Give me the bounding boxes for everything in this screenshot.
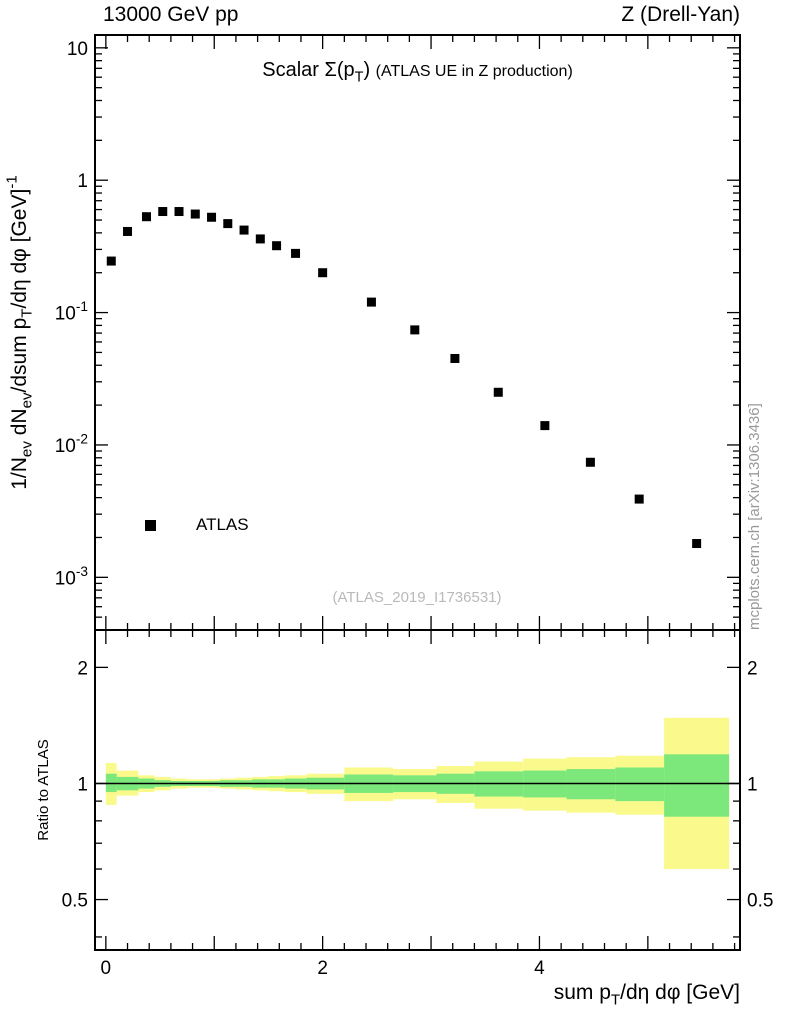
- x-tick-label: 0: [101, 958, 112, 979]
- y-tick-label: 10: [67, 39, 88, 60]
- legend: ATLAS: [145, 515, 249, 535]
- ratio-tick-label-left: 0.5: [62, 891, 88, 912]
- data-point: [106, 256, 116, 266]
- analysis-watermark: (ATLAS_2019_I1736531): [332, 589, 502, 606]
- data-point: [493, 387, 503, 397]
- data-point: [540, 421, 550, 431]
- header-beam-energy: 13000 GeV pp: [103, 3, 239, 26]
- data-series-ATLAS: [106, 207, 702, 549]
- ratio-bands: [105, 717, 730, 870]
- data-point: [190, 209, 200, 219]
- ratio-tick-label-right: 0.5: [747, 891, 773, 912]
- data-point: [174, 207, 184, 217]
- ratio-axis-label: Ratio to ATLAS: [35, 739, 52, 840]
- data-point: [272, 241, 282, 251]
- data-point: [585, 457, 595, 467]
- y-tick-label: 10-3: [55, 564, 88, 590]
- data-point: [123, 226, 133, 236]
- data-point: [634, 494, 644, 504]
- data-point: [410, 325, 420, 335]
- data-point: [450, 353, 460, 363]
- data-point: [158, 207, 168, 217]
- plot-title: Scalar Σ(pT) (ATLAS UE in Z production): [262, 59, 573, 85]
- data-point: [207, 212, 217, 222]
- ratio-tick-label-left: 2: [77, 658, 88, 679]
- y-tick-label: 10-2: [55, 431, 88, 457]
- data-point: [366, 297, 376, 307]
- ratio-tick-label-right: 2: [747, 658, 758, 679]
- data-point: [223, 219, 233, 229]
- data-point: [692, 539, 702, 549]
- x-tick-label: 4: [534, 958, 545, 979]
- inner-uncertainty-band: [664, 754, 730, 817]
- ratio-tick-label-left: 1: [77, 774, 88, 795]
- x-tick-label: 2: [317, 958, 328, 979]
- y-tick-label: 1: [77, 171, 88, 192]
- legend-square-marker-icon: [145, 519, 156, 531]
- mcplots-side-note: mcplots.cern.ch [arXiv:1306.3436]: [746, 403, 763, 630]
- data-point: [239, 225, 249, 235]
- inner-uncertainty-band: [615, 767, 665, 802]
- header-process: Z (Drell-Yan): [621, 3, 740, 26]
- data-point: [291, 248, 301, 258]
- axis-ticks: [95, 35, 740, 950]
- y-tick-label: 10-1: [55, 299, 88, 325]
- y-axis-label: 1/Nev dNev/dsum pT/dη dφ [GeV]-1: [4, 175, 36, 490]
- x-axis-label: sum pT/dη dφ [GeV]: [554, 981, 740, 1009]
- ratio-tick-label-right: 1: [747, 774, 758, 795]
- data-point: [318, 268, 328, 278]
- ratio-panel-frame: [94, 629, 741, 951]
- data-point: [141, 212, 151, 222]
- legend-label: ATLAS: [196, 515, 249, 534]
- data-point: [255, 234, 265, 244]
